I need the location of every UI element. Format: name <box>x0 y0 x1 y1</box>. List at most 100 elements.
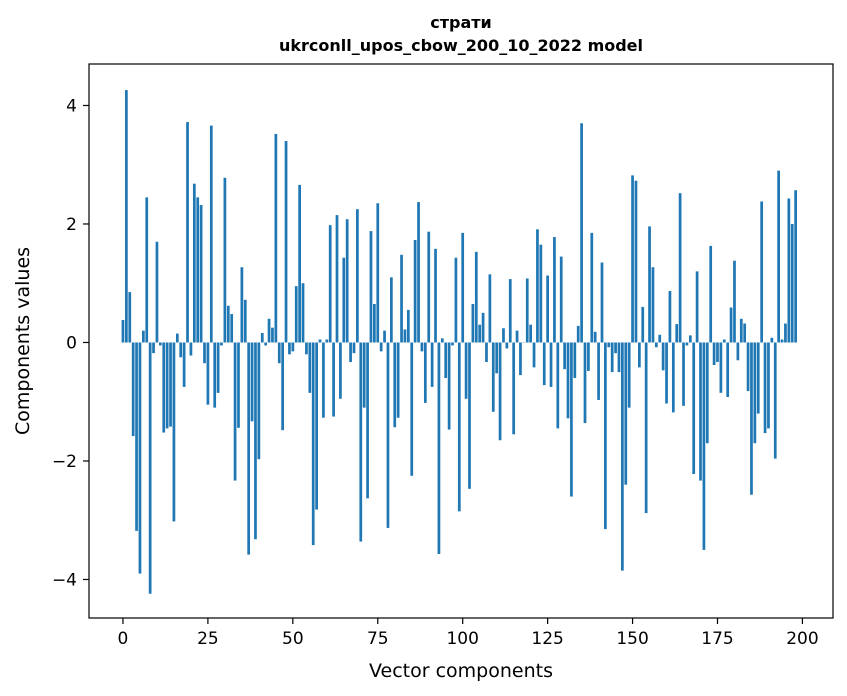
x-tick-label: 0 <box>118 629 129 649</box>
bar-187 <box>756 342 760 414</box>
bar-133 <box>573 342 577 379</box>
bar-167 <box>688 335 692 343</box>
bar-38 <box>250 342 254 422</box>
bar-11 <box>158 342 162 346</box>
bar-28 <box>216 342 220 393</box>
bar-198 <box>794 190 797 343</box>
bar-182 <box>739 318 743 343</box>
bar-188 <box>760 201 764 343</box>
bar-75 <box>376 203 380 343</box>
bar-185 <box>750 342 753 495</box>
bar-107 <box>485 342 488 363</box>
bar-10 <box>155 241 159 343</box>
bar-66 <box>345 219 349 343</box>
bar-151 <box>634 180 638 343</box>
x-tick-label: 25 <box>197 629 219 649</box>
bar-14 <box>169 342 172 427</box>
bar-86 <box>413 239 417 343</box>
bar-161 <box>668 290 672 343</box>
bar-92 <box>434 248 437 343</box>
bar-192 <box>773 342 777 459</box>
bar-68 <box>352 342 356 354</box>
bar-83 <box>403 329 407 343</box>
bar-96 <box>447 342 451 430</box>
bar-81 <box>396 342 400 418</box>
y-axis-ticks: −4 −2 0 2 4 <box>52 96 89 590</box>
bar-82 <box>400 254 403 343</box>
bar-99 <box>457 342 461 512</box>
bar-142 <box>604 342 607 530</box>
bar-146 <box>617 342 621 373</box>
bar-174 <box>712 342 716 365</box>
bar-111 <box>498 342 502 441</box>
bar-159 <box>661 342 665 371</box>
bar-15 <box>172 342 176 522</box>
x-axis-label: Vector components <box>369 660 553 682</box>
bar-132 <box>570 342 573 497</box>
bar-97 <box>451 342 454 346</box>
bar-7 <box>145 197 149 343</box>
bar-141 <box>600 262 604 343</box>
bar-127 <box>553 237 556 343</box>
bar-12 <box>162 342 166 433</box>
x-tick-label: 100 <box>446 629 478 649</box>
bar-4 <box>135 342 138 531</box>
bar-59 <box>322 342 325 418</box>
bar-95 <box>444 342 448 379</box>
bar-44 <box>271 327 274 343</box>
bar-60 <box>325 339 329 343</box>
bar-26 <box>209 125 213 343</box>
bar-139 <box>593 331 597 343</box>
bar-110 <box>495 342 499 374</box>
bar-109 <box>491 342 495 412</box>
bar-55 <box>308 342 312 393</box>
bar-89 <box>423 342 427 403</box>
bar-36 <box>243 299 247 343</box>
bar-170 <box>699 342 702 481</box>
bar-177 <box>722 339 726 343</box>
bar-49 <box>288 342 291 355</box>
y-tick-label: 4 <box>66 96 77 116</box>
bar-196 <box>787 198 791 343</box>
bar-172 <box>705 342 709 444</box>
bar-186 <box>753 342 757 444</box>
bar-34 <box>237 342 240 428</box>
bar-25 <box>206 342 210 405</box>
bar-149 <box>627 342 631 408</box>
bar-33 <box>233 342 237 481</box>
bar-158 <box>658 334 662 343</box>
bar-40 <box>257 342 261 460</box>
bar-169 <box>695 271 699 343</box>
bar-116 <box>515 330 519 343</box>
bar-119 <box>525 278 529 343</box>
bar-191 <box>770 337 774 343</box>
bar-67 <box>349 342 352 363</box>
bar-178 <box>726 342 730 397</box>
bar-9 <box>152 342 155 354</box>
bar-76 <box>379 342 383 352</box>
bar-65 <box>342 257 346 343</box>
bar-3 <box>131 342 135 437</box>
bar-102 <box>468 342 471 489</box>
bar-184 <box>746 342 750 392</box>
bar-32 <box>230 314 234 343</box>
y-tick-label: −4 <box>52 570 77 590</box>
bar-39 <box>254 342 257 540</box>
bar-124 <box>542 342 546 386</box>
bar-69 <box>356 209 359 343</box>
bar-135 <box>580 123 583 343</box>
bar-168 <box>692 342 696 475</box>
bar-5 <box>138 342 142 574</box>
x-tick-label: 125 <box>531 629 563 649</box>
bar-63 <box>335 215 339 343</box>
bar-21 <box>192 183 196 343</box>
bar-190 <box>767 342 770 429</box>
y-tick-label: 0 <box>66 333 77 353</box>
bar-48 <box>284 141 288 343</box>
bar-104 <box>474 251 478 343</box>
bar-56 <box>311 342 315 546</box>
bar-29 <box>220 342 223 346</box>
bar-74 <box>373 303 376 343</box>
bar-148 <box>624 342 628 485</box>
